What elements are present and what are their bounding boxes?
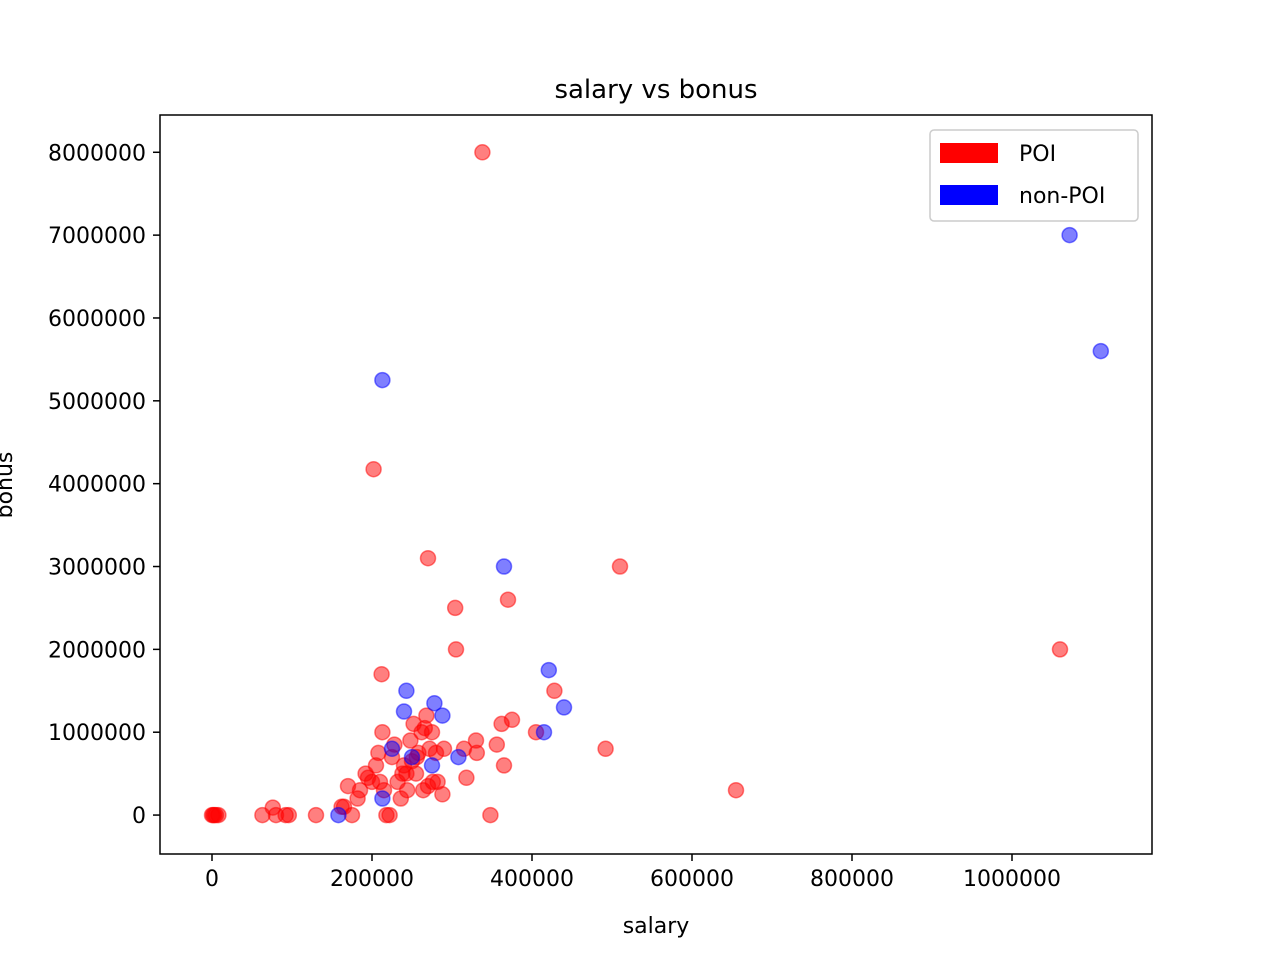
data-point-non-poi	[450, 748, 467, 766]
data-point-poi	[503, 711, 521, 729]
data-point-non-poi	[403, 748, 421, 766]
y-tick-label: 4000000	[48, 473, 146, 498]
data-point-poi	[398, 765, 415, 782]
y-tick-label: 3000000	[48, 556, 146, 581]
data-point-poi	[381, 806, 398, 824]
data-point-poi	[474, 144, 491, 161]
data-point-poi	[447, 641, 465, 658]
data-point-poi	[374, 723, 391, 741]
data-point-non-poi	[374, 371, 391, 389]
data-point-poi	[495, 757, 513, 774]
y-axis-label: bonus	[0, 452, 18, 519]
data-point-poi	[446, 599, 464, 617]
data-point-non-poi	[434, 707, 451, 724]
data-point-non-poi	[398, 682, 415, 700]
y-tick-label: 0	[132, 804, 146, 829]
data-point-non-poi	[495, 558, 513, 575]
data-point-poi	[351, 781, 369, 799]
chart-title: salary vs bonus	[554, 75, 757, 105]
data-point-poi	[611, 558, 629, 575]
legend-swatch-poi	[940, 143, 998, 163]
data-point-poi	[1051, 641, 1069, 658]
y-tick-label: 1000000	[48, 721, 146, 746]
data-point-poi	[488, 736, 506, 753]
y-tick-label: 2000000	[48, 638, 146, 663]
x-axis-label: salary	[623, 914, 690, 939]
x-tick-label: 200000	[330, 867, 414, 892]
data-point-poi	[727, 781, 745, 799]
data-point-poi	[429, 773, 446, 791]
data-point-non-poi	[540, 661, 558, 679]
points-layer	[203, 144, 1110, 824]
chart-legend: POI non-POI	[929, 129, 1139, 222]
data-point-poi	[365, 460, 382, 478]
data-point-poi	[402, 732, 419, 749]
data-point-poi	[280, 806, 298, 824]
data-point-non-poi	[383, 740, 401, 758]
plot-frame	[159, 114, 1153, 855]
data-point-non-poi	[426, 694, 443, 712]
data-point-poi	[482, 806, 499, 824]
data-point-poi	[210, 806, 227, 824]
data-point-non-poi	[1061, 226, 1078, 244]
y-tick-label: 8000000	[48, 141, 146, 166]
data-point-poi	[458, 769, 475, 787]
legend-swatch-non-poi	[940, 185, 998, 205]
data-point-non-poi	[423, 757, 441, 774]
data-point-non-poi	[535, 723, 553, 741]
y-tick-label: 7000000	[48, 224, 146, 249]
data-point-non-poi	[1092, 342, 1110, 360]
data-point-non-poi	[555, 699, 573, 716]
x-tick-label: 800000	[810, 867, 894, 892]
data-point-poi	[435, 740, 453, 758]
y-tick-label: 5000000	[48, 390, 146, 415]
x-tick-label: 1000000	[963, 867, 1061, 892]
legend-label-non-poi: non-POI	[1019, 184, 1105, 209]
data-point-poi	[307, 806, 325, 824]
legend-label-poi: POI	[1019, 142, 1056, 167]
data-point-poi	[398, 781, 416, 799]
data-point-non-poi	[374, 790, 391, 807]
data-point-poi	[546, 682, 563, 700]
data-point-poi	[499, 591, 517, 608]
x-tick-label: 600000	[650, 867, 734, 892]
y-axis-ticks: 0 1000000 2000000 3000000 4000000 5000000 6000…	[48, 141, 160, 829]
data-point-poi	[468, 744, 486, 762]
data-point-poi	[597, 740, 614, 758]
data-point-poi	[419, 549, 437, 567]
data-point-poi	[373, 665, 390, 683]
y-tick-label: 6000000	[48, 307, 146, 332]
x-tick-label: 0	[205, 867, 219, 892]
x-axis-ticks: 0 200000 400000 600000 800000 1000000	[205, 854, 1061, 892]
x-tick-label: 400000	[490, 867, 574, 892]
data-point-poi	[370, 744, 387, 762]
data-point-poi	[418, 707, 435, 724]
data-point-poi	[359, 769, 377, 787]
data-point-non-poi	[330, 806, 347, 824]
data-point-non-poi	[395, 703, 413, 720]
data-point-poi	[423, 723, 441, 741]
